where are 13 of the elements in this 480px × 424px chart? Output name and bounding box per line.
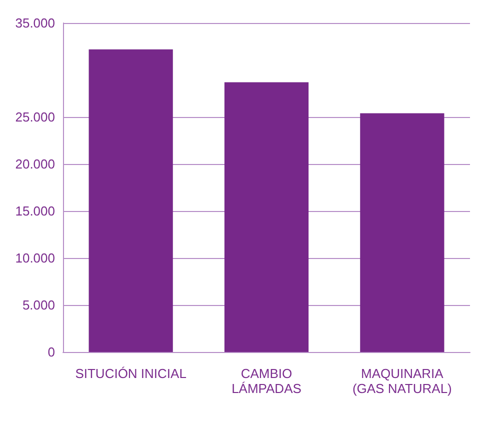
bar — [360, 113, 444, 352]
y-tick-label: 15.000 — [15, 204, 55, 218]
x-tick-label: SITUCIÓN INICIAL — [75, 366, 186, 381]
y-tick-label: 35.000 — [15, 16, 55, 30]
y-tick-label: 20.000 — [15, 156, 55, 172]
x-tick-label: MAQUINARIA (GAS NATURAL) — [352, 366, 452, 396]
x-tick-label: CAMBIO LÁMPADAS — [232, 366, 302, 396]
y-tick-label: 10.000 — [15, 250, 55, 266]
y-tick-label: 25.000 — [15, 110, 55, 124]
bar — [88, 49, 173, 352]
y-tick-label: 0 — [48, 344, 55, 360]
bar — [224, 82, 309, 352]
y-tick-label: 5.000 — [22, 298, 55, 312]
